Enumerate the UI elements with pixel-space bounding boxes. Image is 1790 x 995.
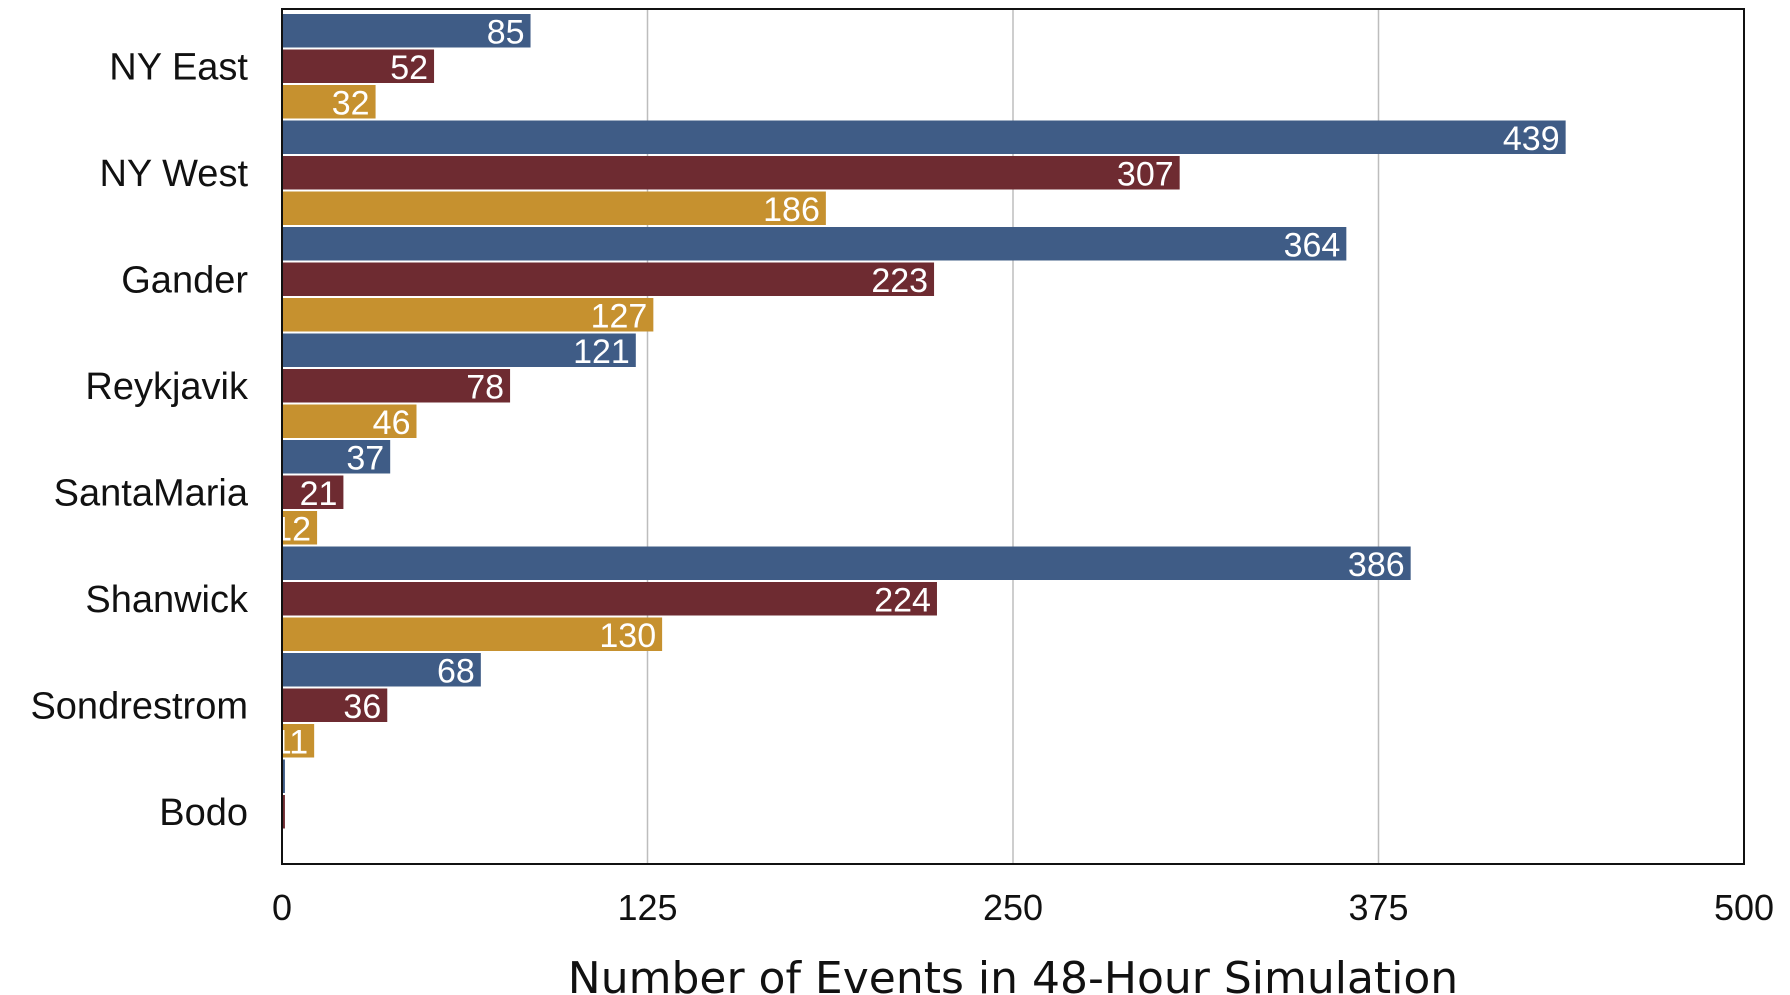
x-axis-title: Number of Events in 48-Hour Simulation: [568, 953, 1458, 995]
bar-value-label: 386: [1348, 546, 1405, 584]
bar-value-label: 127: [591, 298, 648, 336]
bar-value-label: 364: [1284, 227, 1341, 265]
bar-value-label: 68: [437, 653, 475, 691]
category-labels: NY East NY West Gander Reykjavik SantaMaria S…: [30, 46, 249, 834]
x-tick-label: 125: [617, 887, 677, 928]
category-label: Gander: [121, 259, 248, 301]
bar: [282, 262, 935, 296]
bar: [282, 546, 1411, 580]
plot-frame: [281, 8, 1745, 865]
bar-value-label: 46: [373, 404, 411, 442]
bar: [282, 14, 531, 48]
bar-value-label: 12: [273, 511, 311, 549]
bar: [282, 653, 481, 687]
bar: [282, 156, 1180, 190]
bar: [282, 85, 376, 119]
x-tick-label: 250: [983, 887, 1043, 928]
bar-value-label: 186: [763, 191, 820, 229]
bar-value-label: 32: [332, 85, 370, 123]
category-label: NY East: [109, 46, 248, 88]
category-label: Reykjavik: [85, 366, 249, 408]
bar-value-label: 37: [346, 440, 384, 478]
bar-value-label: 223: [871, 262, 928, 300]
bar: [282, 404, 417, 438]
bar-value-label: 307: [1117, 156, 1174, 194]
bar: [282, 759, 285, 793]
bar: [282, 298, 654, 332]
bar: [282, 120, 1566, 154]
category-label: Shanwick: [85, 579, 249, 621]
bar: [282, 688, 388, 722]
bar: [282, 191, 826, 225]
bar: [282, 227, 1347, 261]
bar: [282, 475, 344, 509]
bars: [282, 14, 1566, 829]
category-label: Bodo: [159, 792, 248, 834]
category-label: SantaMaria: [54, 472, 249, 514]
bar: [282, 49, 435, 83]
category-label: NY West: [99, 153, 248, 195]
bar: [282, 795, 285, 829]
bar: [282, 617, 663, 651]
x-tick-labels: 0 125 250 375 500: [272, 887, 1774, 928]
bar: [282, 369, 511, 403]
bar-value-label: 11: [273, 724, 308, 762]
bar-value-label: 224: [874, 582, 931, 620]
bar-value-label: 52: [390, 49, 428, 87]
bar-value-label: 78: [466, 369, 504, 407]
bar-value-label: 85: [487, 14, 525, 52]
bar: [282, 582, 937, 616]
bar: [282, 724, 315, 758]
bar-value-label: 121: [573, 333, 630, 371]
bar-value-label: 130: [599, 617, 656, 655]
bar: [282, 511, 318, 545]
category-label: Sondrestrom: [30, 685, 248, 727]
bar-value-label: 439: [1503, 120, 1560, 158]
bar-value-label: 36: [343, 688, 381, 726]
x-tick-label: 0: [272, 887, 292, 928]
bar-value-label: 21: [300, 475, 338, 513]
x-tick-label: 375: [1348, 887, 1408, 928]
bar: [282, 440, 391, 474]
x-tick-label: 500: [1714, 887, 1774, 928]
bar: [282, 333, 636, 367]
